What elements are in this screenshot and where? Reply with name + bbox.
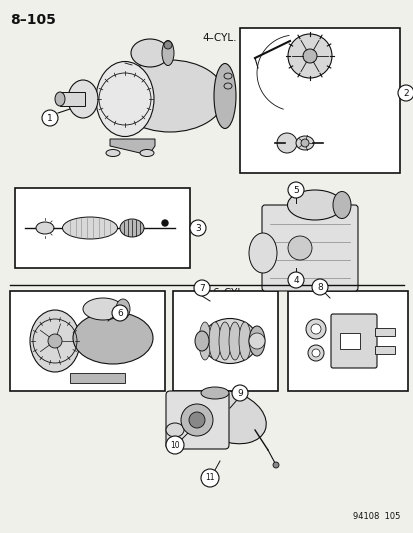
Ellipse shape — [248, 326, 264, 356]
Text: 3: 3 — [195, 223, 200, 232]
Circle shape — [164, 41, 171, 49]
Ellipse shape — [115, 60, 224, 132]
Circle shape — [112, 305, 128, 321]
Ellipse shape — [199, 322, 211, 360]
Bar — [240, 28, 399, 173]
Bar — [374, 346, 394, 354]
Text: 5: 5 — [292, 185, 298, 195]
Bar — [10, 291, 165, 391]
Ellipse shape — [223, 73, 231, 79]
Ellipse shape — [30, 310, 80, 372]
Text: 8–105: 8–105 — [10, 13, 56, 27]
Circle shape — [42, 110, 58, 126]
Circle shape — [201, 469, 218, 487]
Ellipse shape — [36, 222, 54, 234]
Ellipse shape — [131, 39, 169, 67]
Ellipse shape — [223, 83, 231, 89]
Text: 4: 4 — [292, 276, 298, 285]
Ellipse shape — [248, 233, 276, 273]
Circle shape — [287, 272, 303, 288]
Bar — [15, 188, 190, 268]
Ellipse shape — [62, 217, 117, 239]
Ellipse shape — [238, 322, 250, 360]
Circle shape — [305, 319, 325, 339]
Bar — [339, 333, 359, 349]
Bar — [374, 328, 394, 336]
Circle shape — [307, 345, 323, 361]
Ellipse shape — [287, 190, 342, 220]
Circle shape — [310, 324, 320, 334]
Ellipse shape — [166, 423, 183, 437]
Ellipse shape — [96, 61, 154, 136]
Ellipse shape — [193, 390, 266, 444]
Ellipse shape — [55, 92, 65, 106]
Ellipse shape — [73, 312, 153, 364]
Text: 9: 9 — [237, 389, 242, 398]
Circle shape — [248, 333, 264, 349]
Circle shape — [302, 49, 316, 63]
Circle shape — [180, 404, 212, 436]
Ellipse shape — [116, 299, 130, 319]
Text: 10: 10 — [170, 440, 179, 449]
Ellipse shape — [295, 136, 313, 150]
Text: 4–CYL.: 4–CYL. — [202, 33, 237, 43]
Polygon shape — [110, 139, 154, 153]
Circle shape — [276, 133, 296, 153]
Ellipse shape — [195, 331, 209, 351]
Ellipse shape — [106, 149, 120, 157]
Ellipse shape — [83, 298, 123, 320]
Ellipse shape — [161, 41, 173, 66]
Circle shape — [397, 85, 413, 101]
Ellipse shape — [332, 191, 350, 219]
FancyBboxPatch shape — [166, 391, 228, 449]
Circle shape — [194, 280, 209, 296]
Circle shape — [287, 34, 331, 78]
Ellipse shape — [68, 80, 98, 118]
Circle shape — [231, 385, 247, 401]
Text: 7: 7 — [199, 284, 204, 293]
Ellipse shape — [202, 319, 257, 364]
Circle shape — [272, 462, 278, 468]
Bar — [287, 291, 407, 391]
Ellipse shape — [228, 322, 240, 360]
Text: 8: 8 — [316, 282, 322, 292]
Circle shape — [287, 182, 303, 198]
Text: 6–CYL.: 6–CYL. — [212, 288, 247, 298]
FancyBboxPatch shape — [261, 205, 357, 291]
Ellipse shape — [209, 322, 221, 360]
Circle shape — [189, 412, 204, 428]
Ellipse shape — [218, 322, 230, 360]
Text: 6: 6 — [117, 309, 123, 318]
Circle shape — [311, 279, 327, 295]
Text: 94108  105: 94108 105 — [352, 512, 399, 521]
Text: 11: 11 — [205, 473, 214, 482]
Circle shape — [311, 349, 319, 357]
FancyBboxPatch shape — [330, 314, 376, 368]
Bar — [173, 291, 277, 391]
Ellipse shape — [120, 219, 144, 237]
Ellipse shape — [214, 63, 235, 128]
Circle shape — [161, 220, 168, 226]
Ellipse shape — [140, 149, 154, 157]
Circle shape — [48, 334, 62, 348]
Circle shape — [166, 436, 183, 454]
Text: 1: 1 — [47, 114, 53, 123]
Circle shape — [300, 139, 308, 147]
Ellipse shape — [201, 387, 228, 399]
Text: 2: 2 — [402, 88, 408, 98]
Circle shape — [190, 220, 206, 236]
Circle shape — [287, 236, 311, 260]
Bar — [60, 92, 85, 106]
Bar — [70, 373, 125, 383]
